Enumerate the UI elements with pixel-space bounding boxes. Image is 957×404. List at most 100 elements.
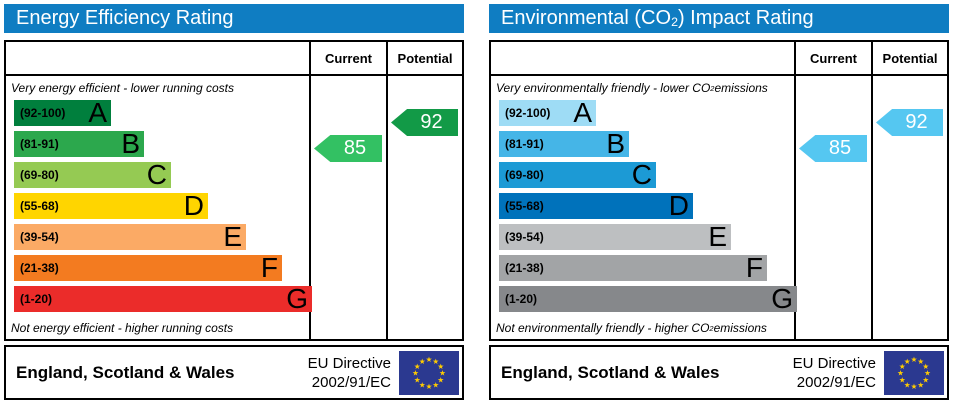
rating-band-c: (69-80) C — [14, 159, 171, 190]
svg-text:★: ★ — [904, 380, 911, 389]
current-column-header: Current — [796, 42, 871, 76]
title-text: ) Impact Rating — [677, 7, 814, 29]
top-note-subscript: 2 — [710, 83, 715, 93]
rating-band-g: (1-20) G — [14, 283, 312, 314]
svg-text:★: ★ — [414, 361, 421, 370]
svg-text:★: ★ — [432, 380, 439, 389]
co2-rating-chart: Very environmentally friendly - lower CO… — [489, 40, 949, 341]
rating-band-f: (21-38) F — [14, 252, 282, 283]
rating-band-d: (55-68) D — [14, 190, 208, 221]
top-note: Very energy efficient - lower running co… — [6, 76, 309, 100]
band-letter: C — [146, 159, 167, 190]
energy-efficiency-panel: Energy Efficiency Rating Very energy eff… — [4, 4, 464, 400]
co2-panel-title: Environmental (CO2) Impact Rating — [489, 4, 949, 33]
potential-rating-value: 92 — [420, 111, 443, 133]
current-rating-arrow: 85 — [314, 135, 382, 162]
rating-band-row: (39-54) E — [491, 221, 794, 255]
band-letter: E — [708, 221, 727, 252]
current-rating-value: 85 — [828, 137, 852, 159]
rating-band-row: (92-100) A — [491, 97, 794, 131]
region-label: England, Scotland & Wales — [501, 362, 720, 382]
svg-text:★: ★ — [924, 368, 931, 377]
ratings-header-spacer — [491, 42, 794, 76]
band-range-label: (39-54) — [20, 230, 59, 244]
current-column-body: 85 — [311, 76, 386, 339]
potential-column-body: 92 — [388, 76, 462, 339]
svg-text:★: ★ — [432, 356, 439, 365]
svg-text:★: ★ — [922, 361, 929, 370]
rating-band-e: (39-54) E — [14, 221, 246, 252]
svg-text:★: ★ — [439, 368, 446, 377]
band-letter: D — [183, 190, 204, 221]
title-subscript: 2 — [671, 15, 678, 29]
eu-flag-stars: ★ ★ ★★ ★★ ★★ ★★ ★★ — [412, 355, 446, 391]
top-note-text: Very energy efficient - lower running co… — [11, 81, 234, 95]
svg-text:★: ★ — [419, 356, 426, 365]
band-letter: G — [771, 283, 793, 314]
potential-column-header: Potential — [873, 42, 947, 76]
band-range-label: (69-80) — [20, 168, 59, 182]
potential-column-body: 92 — [873, 76, 947, 339]
rating-band-e: (39-54) E — [499, 221, 731, 252]
rating-band-row: (92-100) A — [6, 97, 309, 131]
svg-text:★: ★ — [911, 382, 918, 391]
band-range-label: (55-68) — [20, 199, 59, 213]
svg-text:★: ★ — [412, 368, 419, 377]
band-range-label: (81-91) — [20, 137, 59, 151]
svg-text:★: ★ — [917, 356, 924, 365]
eu-directive-line1: EU Directive — [307, 354, 391, 372]
rating-band-a: (92-100) A — [14, 97, 111, 128]
eu-flag-field — [884, 350, 944, 395]
svg-text:★: ★ — [911, 355, 918, 364]
panel-footer: England, Scotland & Wales EU Directive 2… — [4, 345, 464, 400]
rating-band-row: (69-80) C — [491, 159, 794, 193]
rating-band-row: (81-91) B — [491, 130, 794, 162]
current-column-body: 85 — [796, 76, 871, 339]
svg-text:★: ★ — [419, 380, 426, 389]
band-letter: A — [573, 97, 592, 128]
svg-text:★: ★ — [917, 380, 924, 389]
eu-directive-label: EU Directive 2002/91/EC — [308, 354, 391, 392]
eu-directive-line2: 2002/91/EC — [311, 373, 391, 391]
top-note: Very environmentally friendly - lower CO… — [491, 76, 794, 100]
rating-band-row: (81-91) B — [6, 130, 309, 162]
band-range-label: (1-20) — [20, 292, 53, 306]
band-letter: E — [223, 221, 242, 252]
band-letter: A — [88, 97, 107, 128]
band-letter: D — [668, 190, 689, 221]
rating-band-row: (55-68) D — [491, 190, 794, 224]
bottom-note-text: Not energy efficient - higher running co… — [11, 321, 234, 335]
title-text: Environmental (CO — [501, 7, 672, 29]
band-letter: C — [631, 159, 652, 190]
co2-impact-panel: Environmental (CO2) Impact Rating Very e… — [489, 4, 949, 400]
title-text: Energy Efficiency Rating — [16, 7, 234, 29]
ratings-column: Very environmentally friendly - lower CO… — [491, 42, 797, 339]
svg-text:★: ★ — [904, 356, 911, 365]
rating-band-b: (81-91) B — [14, 130, 144, 158]
potential-rating-arrow: 92 — [391, 109, 458, 136]
svg-text:★: ★ — [437, 375, 444, 384]
rating-band-f: (21-38) F — [499, 254, 767, 282]
band-letter: G — [286, 283, 308, 314]
rating-band-row: (1-20) G — [6, 283, 312, 317]
band-range-label: (1-20) — [505, 292, 538, 306]
rating-band-row: (21-38) F — [6, 252, 309, 286]
current-rating-arrow: 85 — [799, 135, 867, 162]
rating-band-g: (1-20) G — [499, 283, 797, 314]
rating-band-b: (81-91) B — [499, 130, 629, 158]
svg-text:★: ★ — [426, 355, 433, 364]
band-range-label: (39-54) — [505, 230, 544, 244]
svg-text:★: ★ — [899, 361, 906, 370]
svg-text:★: ★ — [426, 382, 433, 391]
band-range-label: (21-38) — [20, 261, 59, 275]
rating-band-row: (69-80) C — [6, 159, 309, 193]
svg-text:★: ★ — [414, 375, 421, 384]
svg-text:★: ★ — [922, 375, 929, 384]
rating-band-row: (55-68) D — [6, 190, 309, 224]
energy-panel-title: Energy Efficiency Rating — [4, 4, 464, 33]
band-range-label: (81-91) — [505, 137, 544, 151]
band-range-label: (92-100) — [20, 106, 66, 120]
svg-text:★: ★ — [437, 361, 444, 370]
band-letter: F — [260, 252, 278, 283]
